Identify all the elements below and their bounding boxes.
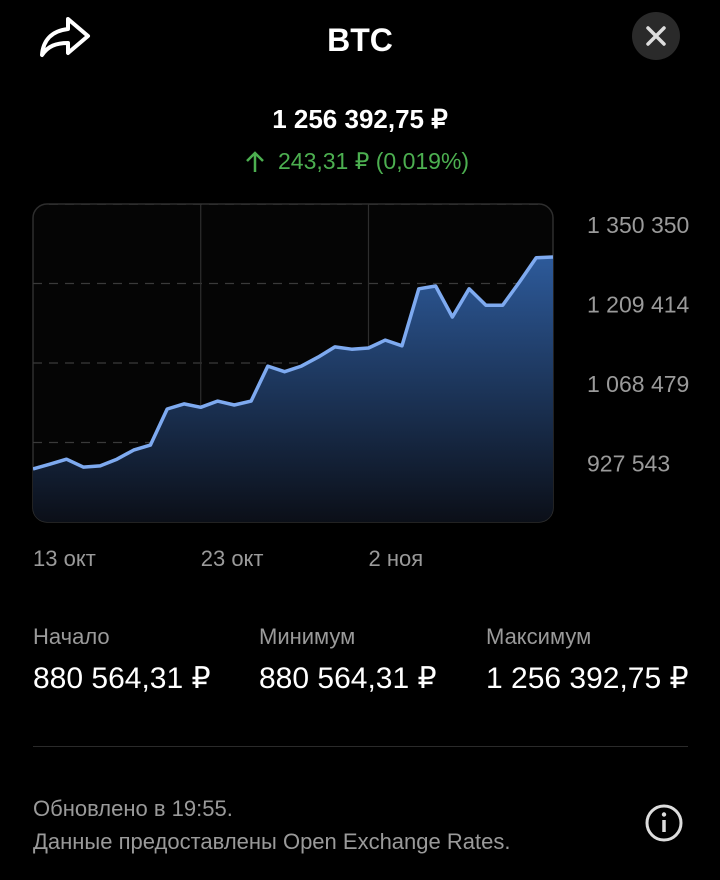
chart: 1 350 350 1 209 414 1 068 479 927 543 13 окт… bbox=[32, 203, 690, 571]
x-tick-label: 2 ноя bbox=[368, 546, 423, 571]
divider bbox=[33, 746, 688, 747]
source-text: Данные предоставлены Open Exchange Rates… bbox=[33, 829, 511, 854]
up-arrow-icon bbox=[246, 151, 264, 172]
y-tick-label: 927 543 bbox=[587, 450, 670, 476]
info-button[interactable] bbox=[644, 803, 684, 843]
updated-text: Обновлено в 19:55. bbox=[33, 796, 233, 821]
x-tick-label: 23 окт bbox=[201, 546, 264, 571]
stat-value: 880 564,31 ₽ bbox=[33, 662, 211, 695]
stat-label: Минимум bbox=[259, 624, 356, 649]
price-change: 243,31 ₽ (0,019%) bbox=[278, 148, 470, 174]
line bbox=[33, 255, 553, 471]
y-tick-label: 1 350 350 bbox=[587, 212, 689, 238]
title: BTC bbox=[327, 22, 393, 58]
price: 1 256 392,75 ₽ bbox=[272, 104, 448, 134]
close-button[interactable] bbox=[632, 12, 680, 60]
x-tick-label: 13 окт bbox=[33, 546, 96, 571]
stat-label: Максимум bbox=[486, 624, 592, 649]
stat-label: Начало bbox=[33, 624, 110, 649]
stat-value: 880 564,31 ₽ bbox=[259, 662, 437, 695]
y-tick-label: 1 068 479 bbox=[587, 371, 689, 397]
share-button[interactable] bbox=[38, 14, 92, 60]
area bbox=[33, 257, 553, 522]
y-tick-label: 1 209 414 bbox=[587, 292, 690, 318]
stat-value: 1 256 392,75 ₽ bbox=[486, 662, 689, 695]
